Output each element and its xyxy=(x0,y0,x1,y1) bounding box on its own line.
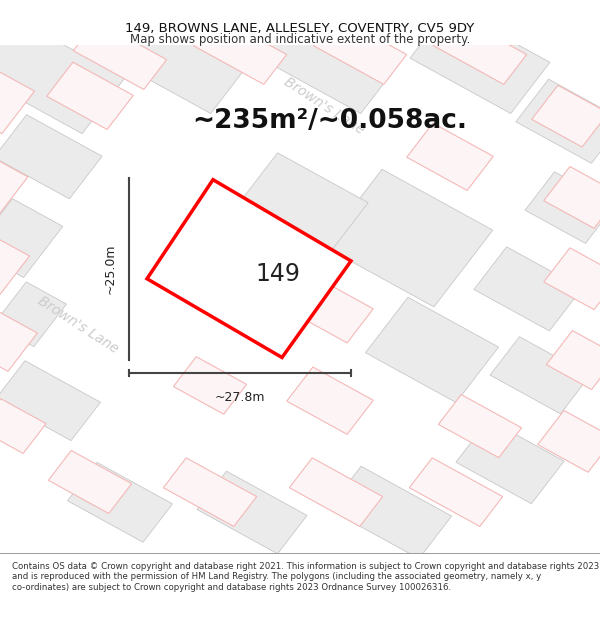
Polygon shape xyxy=(313,16,407,84)
Polygon shape xyxy=(544,166,600,228)
Polygon shape xyxy=(49,451,131,514)
Text: Brown's Lane: Brown's Lane xyxy=(35,293,121,356)
Polygon shape xyxy=(328,466,452,559)
Polygon shape xyxy=(544,248,600,309)
Polygon shape xyxy=(0,282,67,347)
Polygon shape xyxy=(439,394,521,458)
Polygon shape xyxy=(173,357,247,414)
Text: ~27.8m: ~27.8m xyxy=(215,391,265,404)
Polygon shape xyxy=(433,16,527,84)
Polygon shape xyxy=(0,58,35,134)
Polygon shape xyxy=(287,276,373,343)
Polygon shape xyxy=(409,458,503,526)
Polygon shape xyxy=(232,153,368,262)
Polygon shape xyxy=(0,199,63,278)
Polygon shape xyxy=(147,179,351,358)
Polygon shape xyxy=(47,62,133,129)
Polygon shape xyxy=(456,419,564,504)
Polygon shape xyxy=(365,298,499,402)
Polygon shape xyxy=(407,123,493,191)
Polygon shape xyxy=(490,337,590,414)
Polygon shape xyxy=(0,18,125,134)
Text: 149, BROWNS LANE, ALLESLEY, COVENTRY, CV5 9DY: 149, BROWNS LANE, ALLESLEY, COVENTRY, CV… xyxy=(125,22,475,35)
Polygon shape xyxy=(289,458,383,526)
Polygon shape xyxy=(287,367,373,434)
Polygon shape xyxy=(532,85,600,147)
Polygon shape xyxy=(193,16,287,84)
Polygon shape xyxy=(0,115,102,199)
Polygon shape xyxy=(323,169,493,307)
Polygon shape xyxy=(525,172,600,243)
Polygon shape xyxy=(197,471,307,554)
Polygon shape xyxy=(546,331,600,389)
Polygon shape xyxy=(0,308,37,371)
Polygon shape xyxy=(0,361,100,441)
Polygon shape xyxy=(68,462,172,542)
Polygon shape xyxy=(0,228,29,299)
Polygon shape xyxy=(538,411,600,472)
Polygon shape xyxy=(73,21,167,89)
Text: Contains OS data © Crown copyright and database right 2021. This information is : Contains OS data © Crown copyright and d… xyxy=(12,562,599,591)
Polygon shape xyxy=(0,149,28,215)
Text: ~235m²/~0.058ac.: ~235m²/~0.058ac. xyxy=(193,108,467,134)
Text: Brown's Lane: Brown's Lane xyxy=(281,75,367,137)
Polygon shape xyxy=(516,79,600,163)
Polygon shape xyxy=(0,399,46,454)
Polygon shape xyxy=(163,458,257,526)
Text: 149: 149 xyxy=(256,262,301,286)
Polygon shape xyxy=(110,7,250,114)
Polygon shape xyxy=(474,247,582,331)
Polygon shape xyxy=(410,7,550,114)
Polygon shape xyxy=(178,258,254,320)
Text: Map shows position and indicative extent of the property.: Map shows position and indicative extent… xyxy=(130,32,470,46)
Text: ~25.0m: ~25.0m xyxy=(104,243,117,294)
Polygon shape xyxy=(260,7,400,114)
